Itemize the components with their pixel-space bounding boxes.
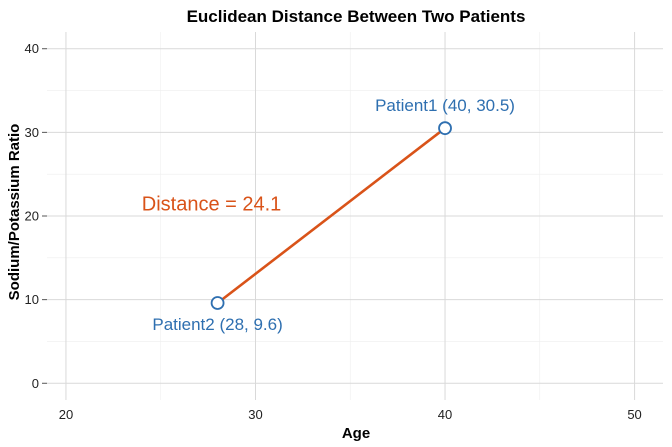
patient-point bbox=[438, 121, 452, 136]
x-tick-label: 30 bbox=[248, 407, 262, 422]
x-tick-label: 50 bbox=[627, 407, 641, 422]
patient-label: Patient1 (40, 30.5) bbox=[375, 96, 515, 115]
distance-annotation: Distance = 24.1 bbox=[142, 193, 282, 215]
y-tick-label: 10 bbox=[25, 292, 39, 307]
y-tick-label: 40 bbox=[25, 41, 39, 56]
data-marks bbox=[210, 121, 452, 310]
point-labels: Patient1 (40, 30.5) Patient2 (28, 9.6) Dis… bbox=[142, 96, 515, 334]
patient-point bbox=[210, 296, 225, 310]
y-tick-label: 20 bbox=[25, 209, 39, 224]
patient-label: Patient2 (28, 9.6) bbox=[152, 315, 282, 334]
distance-line bbox=[216, 127, 446, 305]
major-gridlines bbox=[42, 32, 663, 400]
chart-title: Euclidean Distance Between Two Patients bbox=[187, 7, 526, 26]
y-axis-label: Sodium/Potassium Ratio bbox=[6, 124, 23, 301]
x-tick-label: 40 bbox=[438, 407, 452, 422]
y-tick-label: 0 bbox=[32, 376, 39, 391]
x-axis-label: Age bbox=[342, 425, 370, 442]
minor-gridlines bbox=[47, 32, 663, 400]
x-tick-labels: 20 30 40 50 bbox=[59, 407, 642, 422]
y-tick-labels: 0 10 20 30 40 bbox=[25, 41, 39, 391]
y-tick-label: 30 bbox=[25, 125, 39, 140]
x-tick-label: 20 bbox=[59, 407, 73, 422]
